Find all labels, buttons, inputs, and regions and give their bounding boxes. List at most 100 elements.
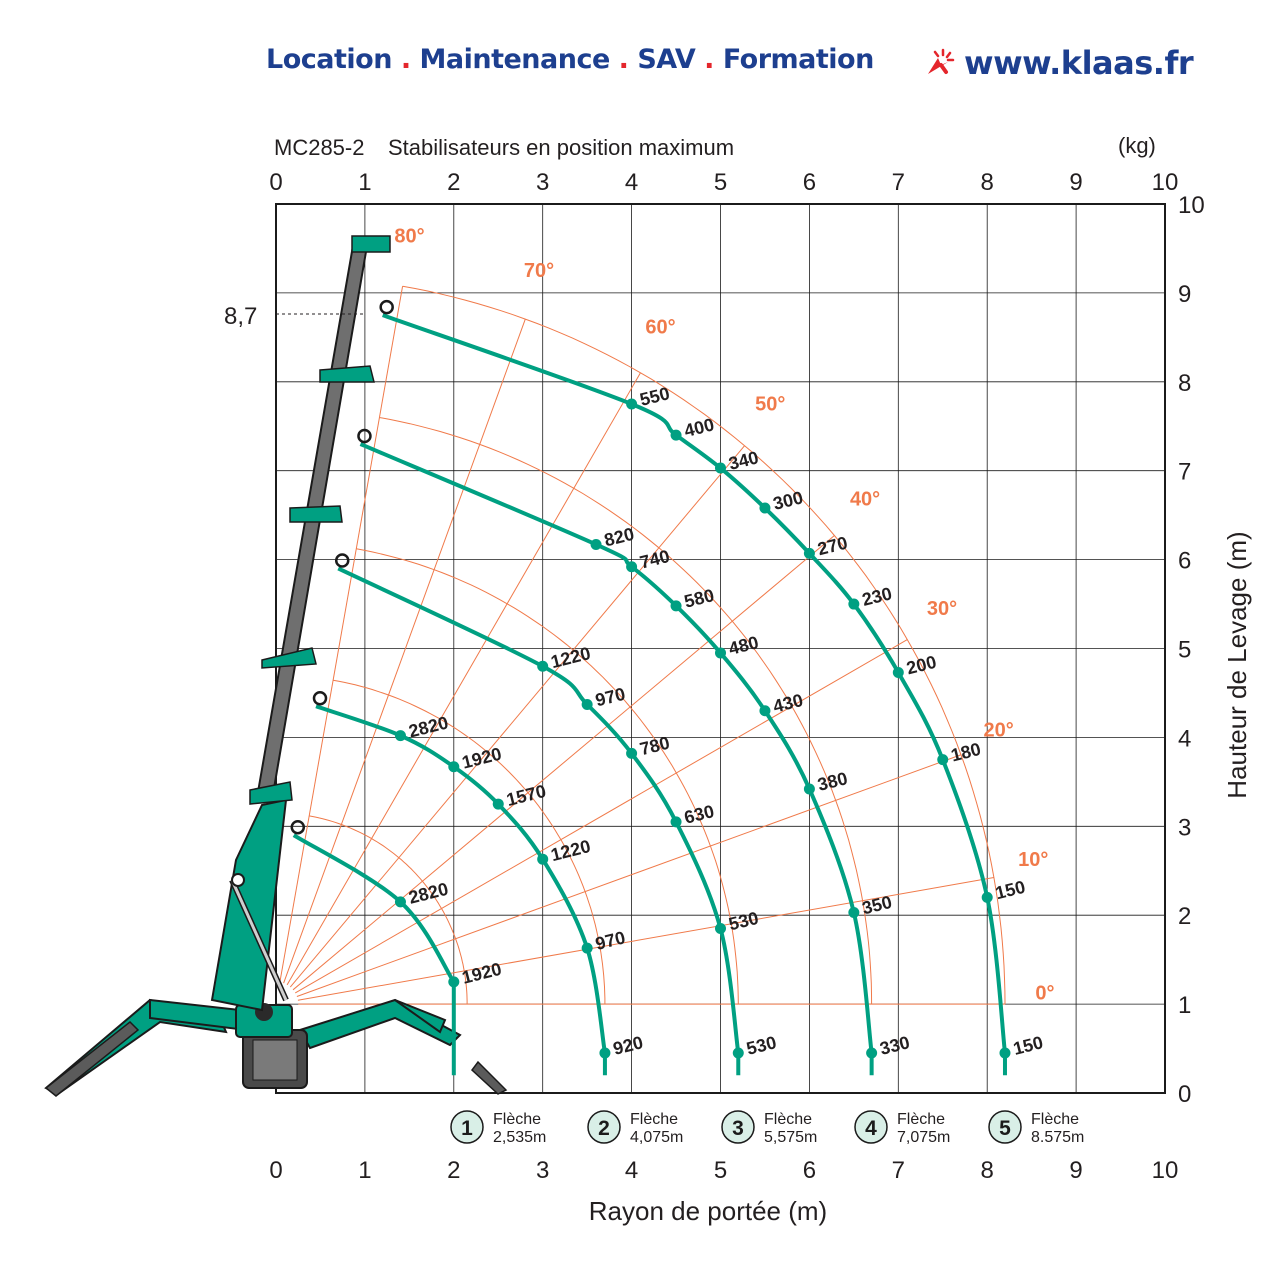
y-tick-label: 8 (1178, 370, 1191, 397)
x-tick-label-top: 0 (269, 169, 282, 196)
website-link[interactable]: www.klaas.fr (924, 44, 1194, 82)
boom-curves: 2820192028201920157012209709201220970780… (290, 299, 1045, 1076)
load-point (670, 816, 682, 828)
website-url: www.klaas.fr (964, 44, 1194, 82)
load-point (715, 923, 726, 935)
x-tick-label-bottom: 9 (1069, 1157, 1082, 1184)
load-point (759, 705, 771, 717)
service-location: Location (266, 44, 392, 75)
boom-badge-number: 4 (865, 1117, 877, 1140)
boom-legend-length: 8.575m (1031, 1129, 1084, 1146)
angle-label: 10° (1018, 849, 1048, 871)
boom-badge-number: 5 (999, 1117, 1011, 1140)
load-label: 300 (771, 487, 805, 514)
load-point (848, 598, 860, 610)
load-label: 1220 (549, 643, 593, 672)
reference-arc (379, 417, 873, 1005)
x-tick-label-bottom: 6 (803, 1157, 816, 1184)
load-point (626, 561, 638, 573)
angle-label: 20° (983, 720, 1013, 742)
angle-label: 60° (645, 317, 675, 339)
hook-icon (357, 428, 372, 444)
load-label: 400 (682, 414, 716, 441)
load-point (803, 547, 815, 559)
boom-badge-number: 3 (732, 1117, 744, 1140)
y-tick-label: 1 (1178, 992, 1191, 1019)
cursor-click-icon (928, 48, 955, 74)
load-point (981, 891, 993, 903)
load-point (670, 600, 682, 612)
plot-frame (275, 203, 1166, 1094)
boom-badge-2 (587, 1110, 621, 1144)
load-label: 1920 (460, 744, 504, 773)
angle-label: 30° (927, 598, 957, 620)
y-tick-label: 3 (1178, 814, 1191, 841)
y-tick-label: 4 (1178, 725, 1191, 752)
y-tick-label: 10 (1178, 192, 1205, 219)
y-tick-label: 9 (1178, 281, 1191, 308)
load-label: 350 (860, 892, 894, 919)
angle-label: 0° (1035, 983, 1054, 1005)
boom-badge-number: 2 (598, 1117, 610, 1140)
load-point (848, 907, 860, 919)
load-point (670, 429, 682, 441)
load-label: 1220 (549, 836, 593, 865)
load-label: 530 (727, 908, 761, 935)
crane-illustration (44, 235, 508, 1097)
y-tick-label: 2 (1178, 903, 1191, 930)
angle-lines: 0° 10° 20° 30° 40° 50° 60° 70° 80° (279, 225, 1055, 1005)
load-point (759, 502, 771, 514)
x-tick-label-top: 3 (536, 169, 549, 196)
load-label: 230 (860, 583, 894, 610)
load-point (599, 1047, 611, 1059)
hook-icon (334, 553, 350, 568)
x-tick-label-top: 1 (358, 169, 371, 196)
load-label: 550 (638, 383, 672, 410)
hook-icon (312, 691, 328, 706)
separator-dot: . (618, 44, 629, 75)
load-point (537, 853, 549, 865)
angle-ray (292, 535, 835, 991)
boom-legend-length: 7,075m (897, 1129, 950, 1146)
reference-arc (333, 679, 606, 1005)
boom-badge-4 (854, 1110, 888, 1144)
x-tick-label-bottom: 3 (536, 1157, 549, 1184)
boom-legend-label: Flèche (764, 1111, 812, 1128)
load-label: 1920 (460, 959, 504, 988)
load-point (892, 667, 904, 679)
load-point (394, 730, 406, 742)
load-point (448, 761, 460, 773)
load-label: 150 (1011, 1032, 1045, 1059)
load-label: 740 (638, 546, 672, 573)
x-tick-label-top: 4 (625, 169, 638, 196)
boom-legend-label: Flèche (1031, 1111, 1079, 1128)
x-tick-label-bottom: 8 (981, 1157, 994, 1184)
load-label: 970 (593, 927, 627, 954)
x-tick-label-bottom: 5 (714, 1157, 727, 1184)
load-point (999, 1047, 1011, 1059)
load-label: 630 (682, 801, 716, 828)
reference-arc (309, 815, 468, 1005)
load-label: 270 (816, 533, 850, 560)
separator-dot: . (704, 44, 714, 75)
load-label: 2820 (407, 879, 451, 908)
load-label: 330 (878, 1032, 912, 1059)
angle-ray (279, 286, 404, 983)
boom-legend-label: Flèche (630, 1111, 678, 1128)
y-axis-title: Hauteur de Levage (m) (1222, 531, 1252, 798)
load-point (715, 647, 726, 659)
boom-badge-number: 1 (461, 1117, 473, 1140)
service-maintenance: Maintenance (419, 44, 611, 75)
load-label: 480 (727, 632, 761, 659)
load-point (937, 754, 949, 766)
load-label: 970 (593, 684, 627, 711)
angle-label: 40° (850, 488, 880, 510)
load-label: 340 (727, 447, 761, 474)
load-point (448, 976, 460, 988)
x-tick-label-bottom: 7 (892, 1157, 905, 1184)
reference-arc (402, 285, 1006, 1005)
x-tick-label-bottom: 4 (625, 1157, 638, 1184)
